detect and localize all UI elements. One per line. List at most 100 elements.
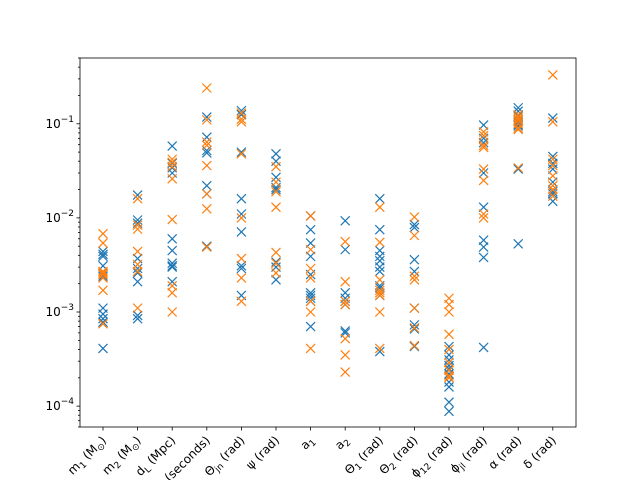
data-point bbox=[409, 222, 420, 233]
data-point bbox=[374, 307, 385, 317]
data-point bbox=[444, 329, 454, 340]
data-point bbox=[98, 285, 108, 296]
data-point bbox=[444, 368, 454, 379]
data-point bbox=[478, 126, 489, 137]
data-point bbox=[201, 114, 212, 125]
data-point bbox=[409, 340, 420, 351]
data-point bbox=[374, 346, 385, 357]
data-point bbox=[98, 343, 108, 354]
data-point bbox=[132, 224, 143, 235]
data-point bbox=[305, 244, 316, 255]
data-point bbox=[340, 325, 351, 336]
data-point bbox=[340, 236, 351, 247]
data-point bbox=[374, 224, 385, 235]
data-point bbox=[132, 313, 143, 324]
data-point bbox=[374, 193, 385, 204]
data-point bbox=[478, 137, 489, 148]
data-point bbox=[547, 151, 558, 162]
data-point bbox=[374, 287, 385, 298]
data-point bbox=[132, 220, 143, 230]
data-point bbox=[374, 251, 385, 262]
data-point bbox=[236, 253, 247, 264]
data-point bbox=[132, 276, 143, 287]
data-point bbox=[305, 296, 316, 307]
data-point bbox=[167, 141, 178, 151]
data-point bbox=[444, 397, 454, 408]
data-point bbox=[236, 226, 247, 237]
data-point bbox=[167, 287, 178, 298]
data-point bbox=[305, 343, 316, 354]
data-point bbox=[271, 148, 281, 159]
x-tick-label: α (rad) bbox=[485, 433, 524, 472]
data-point bbox=[271, 257, 281, 267]
data-point bbox=[132, 246, 143, 257]
data-point bbox=[167, 307, 178, 317]
data-point bbox=[340, 276, 351, 287]
data-point bbox=[547, 70, 558, 80]
data-point bbox=[513, 114, 524, 125]
data-point bbox=[478, 242, 489, 252]
data-point bbox=[201, 140, 212, 151]
data-point bbox=[513, 164, 524, 175]
data-point bbox=[478, 120, 489, 130]
data-point bbox=[167, 214, 178, 225]
data-point bbox=[305, 273, 316, 283]
data-point bbox=[98, 273, 108, 283]
y-tick-label: 10−3 bbox=[45, 303, 74, 319]
data-point bbox=[547, 113, 558, 123]
data-point bbox=[167, 233, 178, 244]
data-point bbox=[132, 266, 143, 277]
data-point bbox=[409, 271, 420, 282]
data-point bbox=[305, 263, 316, 274]
data-point bbox=[98, 228, 108, 239]
data-point bbox=[167, 280, 178, 291]
data-point bbox=[444, 344, 454, 355]
data-point bbox=[98, 313, 108, 324]
y-tick-label: 10−2 bbox=[45, 209, 74, 225]
data-point bbox=[236, 114, 247, 125]
data-point bbox=[201, 160, 212, 171]
data-point bbox=[271, 161, 281, 172]
data-point bbox=[305, 293, 316, 304]
data-point bbox=[444, 406, 454, 417]
data-point bbox=[271, 258, 281, 269]
data-point bbox=[132, 310, 143, 321]
data-point bbox=[201, 242, 212, 252]
data-point bbox=[340, 333, 351, 344]
data-point bbox=[167, 173, 178, 184]
data-point bbox=[271, 186, 281, 197]
data-point bbox=[167, 154, 178, 165]
data-point bbox=[167, 161, 178, 172]
data-point bbox=[132, 190, 143, 200]
data-point bbox=[305, 307, 316, 317]
data-point bbox=[167, 260, 178, 271]
data-point bbox=[236, 296, 247, 307]
data-point bbox=[340, 299, 351, 310]
data-point bbox=[236, 109, 247, 120]
data-point bbox=[98, 317, 108, 328]
y-tick-label: 10−4 bbox=[45, 397, 74, 413]
data-point bbox=[513, 115, 524, 126]
data-point bbox=[478, 252, 489, 263]
data-point bbox=[478, 168, 489, 178]
data-point bbox=[478, 142, 489, 153]
data-point bbox=[167, 158, 178, 169]
data-point bbox=[98, 238, 108, 249]
data-point bbox=[271, 184, 281, 195]
data-point bbox=[513, 162, 524, 173]
data-point bbox=[444, 370, 454, 381]
data-point bbox=[547, 160, 558, 171]
data-point bbox=[271, 172, 281, 183]
data-point bbox=[236, 273, 247, 283]
data-point bbox=[374, 285, 385, 296]
data-point bbox=[547, 116, 558, 127]
data-point bbox=[374, 343, 385, 354]
data-point bbox=[98, 269, 108, 280]
x-tick-label: a1 bbox=[298, 433, 319, 454]
data-point bbox=[98, 268, 108, 278]
data-point bbox=[478, 342, 489, 353]
data-point bbox=[236, 263, 247, 274]
data-point bbox=[340, 244, 351, 255]
data-point bbox=[98, 309, 108, 320]
